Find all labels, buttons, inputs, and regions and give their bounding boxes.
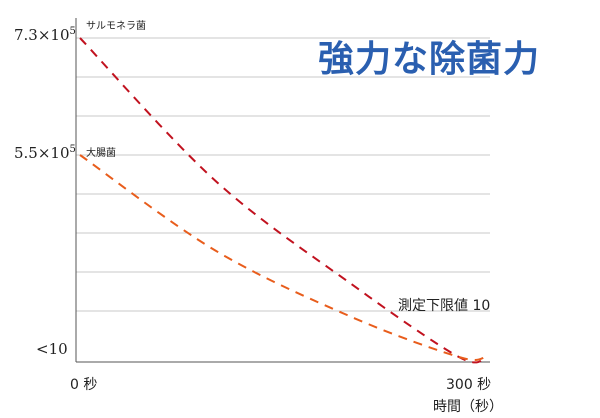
detection-limit-annotation: 測定下限値 10 — [398, 298, 491, 314]
y-tick-label-top: 7.3×105 — [14, 26, 76, 44]
series-label-ecoli: 大腸菌 — [86, 148, 116, 159]
y-tick-label-mid: 5.5×105 — [14, 144, 76, 162]
y-tick-top-mantissa: 7.3×10 — [14, 26, 70, 44]
chart-title: 強力な除菌力 — [318, 39, 541, 80]
x-tick-label-end: 300 秒 — [446, 377, 492, 393]
series-line-ecoli — [79, 154, 487, 361]
grid-lines — [76, 37, 490, 312]
x-axis-title: 時間（秒） — [433, 399, 503, 415]
series-layer — [79, 37, 487, 364]
x-tick-label-start: 0 秒 — [70, 377, 98, 393]
y-tick-mid-exponent: 5 — [69, 144, 76, 155]
y-tick-mid-mantissa: 5.5×10 — [14, 144, 70, 162]
y-tick-top-exponent: 5 — [69, 26, 76, 37]
y-tick-label-low: <10 — [36, 340, 68, 358]
series-label-salmonella: サルモネラ菌 — [86, 21, 146, 32]
